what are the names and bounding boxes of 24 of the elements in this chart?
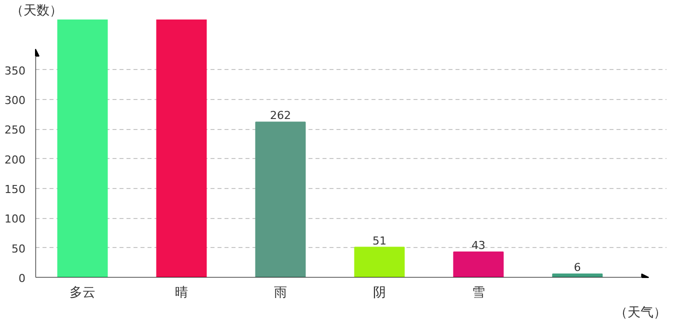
- data-label: 262: [270, 109, 291, 122]
- x-tick-label: 晴: [174, 286, 188, 300]
- data-label: 51: [372, 234, 386, 248]
- x-tick-label: 雨: [274, 286, 287, 300]
- y-tick-label: 250: [4, 124, 26, 137]
- bar: [255, 122, 306, 278]
- bar: [156, 20, 207, 278]
- x-axis-title: （天气）: [614, 306, 666, 320]
- data-label: 6: [574, 260, 581, 274]
- bar: [453, 251, 504, 278]
- y-tick-label: 350: [4, 64, 26, 78]
- y-tick-label: 200: [4, 153, 26, 166]
- y-tick-label: 100: [4, 212, 26, 226]
- y-tick-label: 300: [4, 94, 26, 108]
- y-tick-label: 50: [12, 242, 26, 256]
- x-tick-label: 阴: [372, 286, 386, 300]
- x-tick-label: 多云: [70, 286, 96, 300]
- y-tick-label: 150: [4, 183, 26, 196]
- x-tick-label: 雪: [472, 286, 485, 300]
- y-tick-label: 0: [18, 272, 26, 285]
- y-axis-title: （天数）: [10, 4, 62, 18]
- bar: [57, 20, 108, 278]
- data-label: 43: [471, 238, 486, 252]
- bar: [354, 246, 405, 278]
